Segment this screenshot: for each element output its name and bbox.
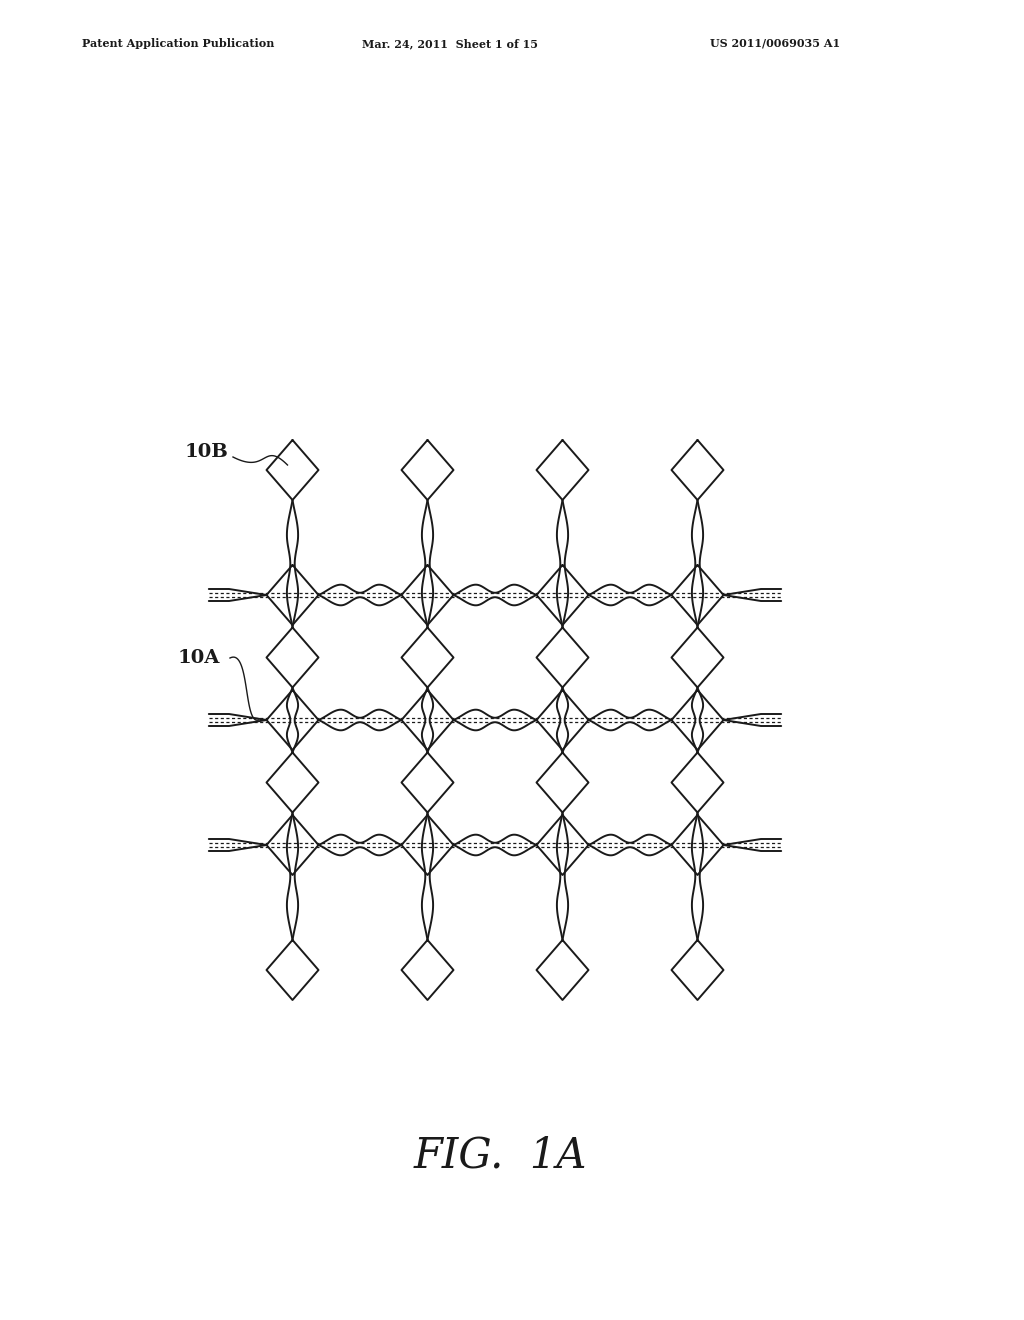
Text: US 2011/0069035 A1: US 2011/0069035 A1 xyxy=(710,38,840,49)
Text: 10B: 10B xyxy=(185,444,229,461)
Text: 10A: 10A xyxy=(178,649,220,667)
Text: Patent Application Publication: Patent Application Publication xyxy=(82,38,274,49)
Text: Mar. 24, 2011  Sheet 1 of 15: Mar. 24, 2011 Sheet 1 of 15 xyxy=(362,38,538,49)
Text: FIG.  1A: FIG. 1A xyxy=(414,1134,587,1176)
